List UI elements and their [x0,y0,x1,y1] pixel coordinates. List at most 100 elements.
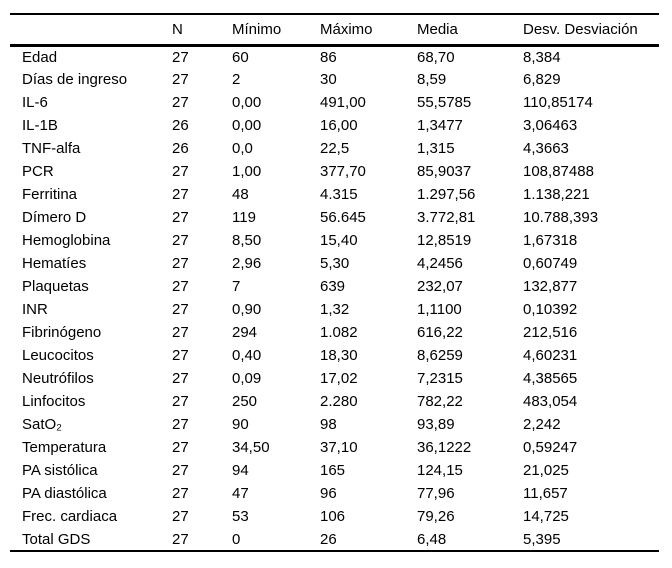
cell-value: 8,384 [523,48,561,66]
cell-value: 21,025 [523,462,569,479]
cell-value: 0,09 [232,370,262,387]
header-row: N Mínimo Máximo Media Desv. Desviación [10,14,659,47]
cell-value: 2.280 [320,393,358,410]
cell-value: 6,48 [417,530,447,548]
table-row: PCR 27 1,00 377,70 85,9037 108,87488 [10,160,659,183]
cell-value: 1,32 [320,301,350,318]
cell-value: 8,59 [417,71,447,88]
cell-value: 27 [172,232,189,249]
cell-value: 27 [172,370,189,387]
table-row: Frec. cardiaca 27 53 106 79,26 14,725 [10,505,659,528]
cell-value: 14,725 [523,508,569,525]
row-label: PA sistólica [22,462,98,479]
cell-value: 4,2456 [417,255,463,272]
cell-value: 0,60749 [523,255,578,272]
cell-value: 4,3663 [523,140,569,157]
cell-value: 7,2315 [417,370,463,387]
cell-value: 639 [320,278,346,295]
table-row: IL-6 27 0,00 491,00 55,5785 110,85174 [10,91,659,114]
cell-value: 4,60231 [523,347,578,364]
row-label: Hematíes [22,255,87,272]
row-label: IL-6 [22,94,48,111]
cell-value: 18,30 [320,347,358,364]
cell-value: 90 [232,416,249,433]
cell-value: 4,38565 [523,370,578,387]
cell-value: 94 [232,462,249,479]
cell-value: 0,00 [232,117,262,134]
cell-value: 1.297,56 [417,186,476,203]
cell-value: 110,85174 [523,94,593,111]
cell-value: 616,22 [417,324,463,341]
cell-value: 1,00 [232,163,262,180]
table-row: Leucocitos 27 0,40 18,30 8,6259 4,60231 [10,344,659,367]
cell-value: 7 [232,278,241,295]
cell-value: 60 [232,48,249,66]
header-minimo: Mínimo [232,14,320,47]
cell-value: 232,07 [417,278,463,295]
row-label: Edad [22,48,58,66]
cell-value: 55,5785 [417,94,472,111]
row-label: TNF-alfa [22,140,81,157]
table-row: Días de ingreso 27 2 30 8,59 6,829 [10,68,659,91]
row-label: Linfocitos [22,393,86,410]
descriptives-table: N Mínimo Máximo Media Desv. Desviación E… [10,13,659,552]
cell-value: 27 [172,508,189,525]
table-row: Edad 27 60 86 68,70 8,384 [10,45,659,68]
cell-value: 377,70 [320,163,366,180]
row-label: Neutrófilos [22,370,94,387]
table-row: Fibrinógeno 27 294 1.082 616,22 212,516 [10,321,659,344]
cell-value: 8,6259 [417,347,463,364]
row-label: INR [22,301,48,318]
table-row: Ferritina 27 48 4.315 1.297,56 1.138,221 [10,183,659,206]
cell-value: 1,1100 [417,301,462,318]
cell-value: 36,1222 [417,439,472,456]
cell-value: 27 [172,71,189,88]
cell-value: 16,00 [320,117,358,134]
cell-value: 48 [232,186,249,203]
cell-value: 27 [172,301,189,318]
cell-value: 250 [232,393,258,410]
cell-value: 132,877 [523,278,578,295]
cell-value: 86 [320,48,337,66]
cell-value: 68,70 [417,48,455,66]
cell-value: 26 [172,117,189,134]
cell-value: 1,3477 [417,117,463,134]
row-label: Plaquetas [22,278,89,295]
row-label: Ferritina [22,186,78,203]
cell-value: 483,054 [523,393,578,410]
table-row: Hematíes 27 2,96 5,30 4,2456 0,60749 [10,252,659,275]
cell-value: 10.788,393 [523,209,599,226]
cell-value: 27 [172,485,189,502]
row-label: Leucocitos [22,347,94,364]
cell-value: 77,96 [417,485,455,502]
row-label: Hemoglobina [22,232,111,249]
cell-value: 98 [320,416,337,433]
cell-value: 4.315 [320,186,358,203]
cell-value: 30 [320,71,337,88]
cell-value: 53 [232,508,249,525]
cell-value: 2,242 [523,416,561,433]
cell-value: 0,0 [232,140,253,157]
cell-value: 165 [320,462,346,479]
row-label: Total GDS [22,530,91,548]
cell-value: 1.082 [320,324,358,341]
table-row: Linfocitos 27 250 2.280 782,22 483,054 [10,390,659,413]
row-label: PCR [22,163,54,180]
row-label: SatO₂ [22,416,63,433]
cell-value: 0,90 [232,301,262,318]
header-n: N [172,14,232,47]
table-row: Total GDS 27 0 26 6,48 5,395 [10,528,659,551]
table-body: Edad 27 60 86 68,70 8,384 Días de ingreso 27 2 30… [10,45,659,551]
cell-value: 27 [172,255,189,272]
cell-value: 27 [172,347,189,364]
cell-value: 27 [172,416,189,433]
cell-value: 47 [232,485,249,502]
header-variable [10,14,172,47]
cell-value: 0,10392 [523,301,578,318]
cell-value: 79,26 [417,508,455,525]
cell-value: 0,40 [232,347,262,364]
table-row: PA sistólica 27 94 165 124,15 21,025 [10,459,659,482]
cell-value: 5,395 [523,530,561,548]
cell-value: 27 [172,209,189,226]
row-label: Dímero D [22,209,87,226]
